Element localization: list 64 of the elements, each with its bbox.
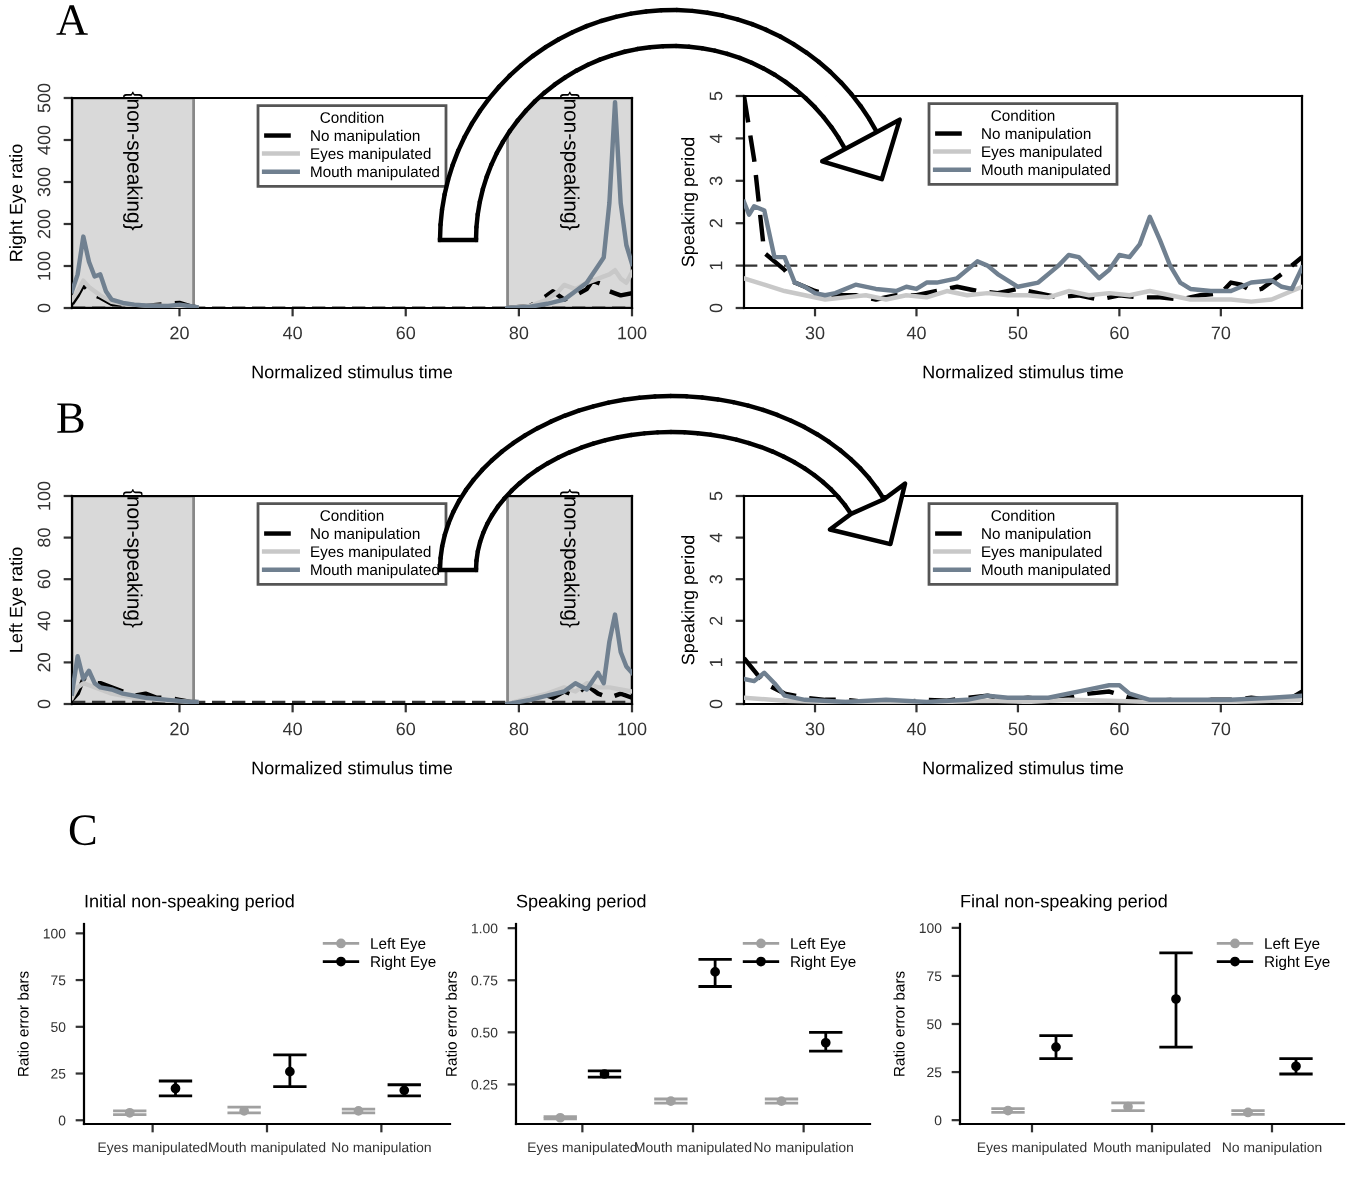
x-tick-label: 40 — [906, 326, 926, 340]
x-tick-label: 60 — [396, 722, 416, 736]
y-tick-label: 400 — [37, 125, 51, 155]
y-tick-label: 2 — [709, 219, 723, 228]
text: A — [56, 5, 88, 35]
y-tick-label: 1 — [709, 658, 723, 667]
y-tick-label: 200 — [37, 209, 51, 239]
x-axis-title: Normalized stimulus time — [923, 761, 1124, 775]
y-tick-label: 1 — [709, 261, 723, 270]
y-tick-label: 5 — [709, 491, 723, 501]
x-tick-label: 80 — [509, 722, 529, 736]
y-tick-label: 0 — [709, 699, 723, 709]
band-label: {non-speaking} — [560, 489, 580, 628]
y-tick-label: 4 — [709, 133, 723, 144]
x-tick-label: 60 — [1110, 722, 1129, 736]
y-axis-title: Speaking period — [681, 137, 698, 267]
x-tick-label: 100 — [618, 722, 647, 736]
y-tick-label: 60 — [37, 569, 51, 589]
x-tick-label: 40 — [906, 722, 926, 736]
y-tick-label: 3 — [709, 176, 723, 186]
x-axis-title: Normalized stimulus time — [252, 365, 453, 379]
x-tick-label: 30 — [805, 722, 825, 736]
y-axis-title: Speaking period — [681, 535, 698, 665]
text: C — [69, 815, 96, 846]
chart-title: Speaking period — [516, 894, 646, 912]
x-axis-title: Normalized stimulus time — [252, 761, 453, 775]
y-tick-label: 300 — [37, 167, 51, 197]
y-axis-title: Right Eye ratio — [9, 144, 26, 261]
y-tick-label: 0 — [37, 699, 51, 709]
y-tick-label: 500 — [37, 83, 51, 113]
x-tick-label: 50 — [1008, 722, 1028, 736]
y-tick-label: 20 — [37, 653, 51, 672]
y-tick-label: 40 — [37, 611, 51, 631]
band-label: {non-speaking} — [123, 91, 143, 231]
text: B — [57, 403, 84, 433]
line-series — [744, 276, 1302, 304]
x-tick-label: 40 — [282, 326, 302, 340]
x-tick-label: 20 — [170, 722, 189, 736]
band-label: {non-speaking} — [560, 91, 580, 231]
x-tick-label: 60 — [1110, 326, 1129, 340]
x-tick-label: 80 — [509, 326, 529, 340]
y-tick-label: 4 — [709, 533, 723, 543]
x-tick-label: 100 — [618, 326, 647, 340]
y-tick-label: 3 — [709, 574, 723, 584]
y-tick-label: 5 — [709, 91, 723, 101]
y-axis-title: Left Eye ratio — [9, 547, 26, 652]
band-label: {non-speaking} — [123, 489, 143, 628]
x-tick-label: 70 — [1211, 722, 1231, 736]
x-tick-label: 60 — [396, 326, 416, 340]
chart-title: Final non-speaking period — [961, 894, 1167, 912]
x-tick-label: 50 — [1008, 326, 1028, 340]
y-tick-label: 2 — [709, 616, 723, 625]
x-tick-label: 40 — [282, 722, 302, 736]
y-tick-label: 0 — [709, 303, 723, 313]
x-tick-label: 70 — [1211, 326, 1231, 340]
x-tick-label: 20 — [170, 326, 189, 340]
y-tick-label: 100 — [37, 251, 51, 280]
chart-title: Initial non-speaking period — [85, 894, 294, 912]
line-series — [744, 199, 1302, 298]
y-tick-label: 0 — [37, 303, 51, 313]
y-tick-label: 80 — [37, 528, 51, 547]
x-tick-label: 30 — [805, 326, 825, 340]
x-axis-title: Normalized stimulus time — [923, 365, 1124, 379]
y-tick-label: 100 — [37, 481, 51, 510]
